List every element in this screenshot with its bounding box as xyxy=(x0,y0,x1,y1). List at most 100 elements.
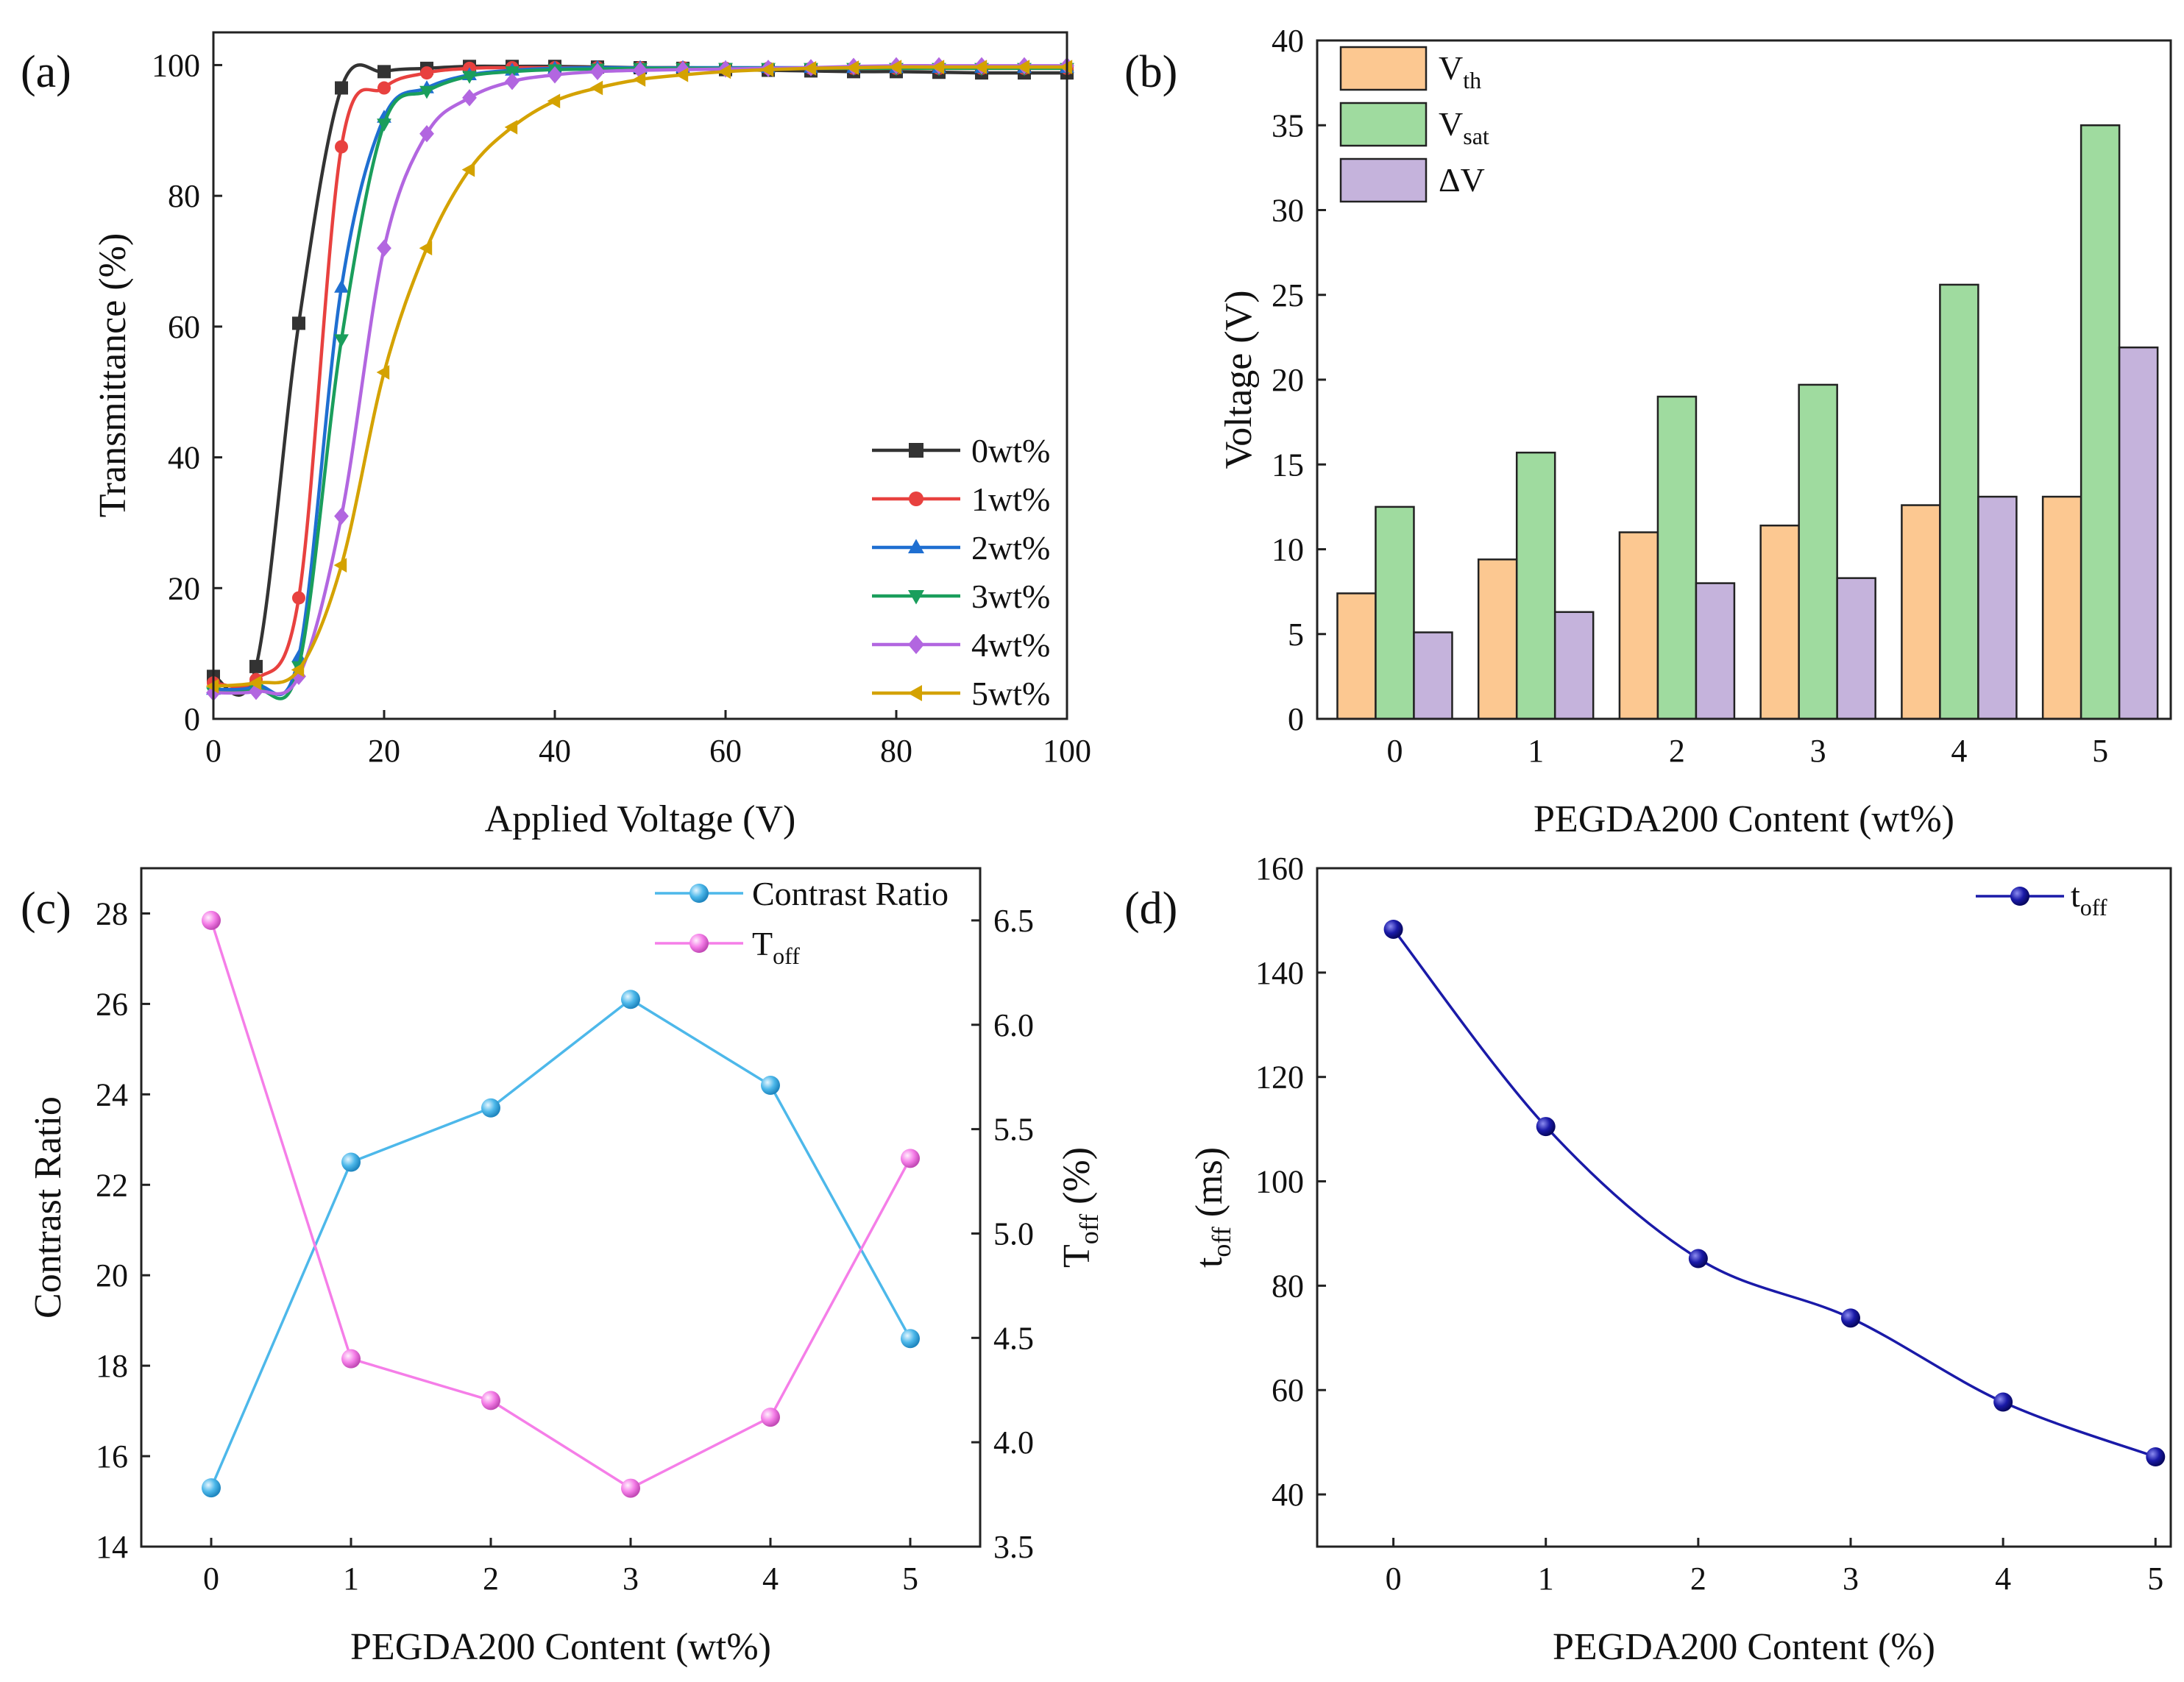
panel-b-bars xyxy=(1336,124,2159,720)
panel-b-ytick-label-2: 10 xyxy=(1272,532,1304,568)
panel-a-line-5 xyxy=(213,65,1067,688)
panel-a-line-1 xyxy=(213,65,1067,689)
panel-a-point-4-3 xyxy=(334,507,349,525)
panel-a-legend-label-3: 3wt% xyxy=(971,578,1050,615)
panel-d-ylabel: toff (ms) xyxy=(1188,1147,1236,1268)
panel-b-bar-1-5 xyxy=(2080,124,2121,720)
panel-b-xtick-label-3: 3 xyxy=(1810,733,1826,769)
panel-b-ytick-label-7: 35 xyxy=(1272,107,1304,143)
panel-a-point-3-7 xyxy=(505,66,520,79)
panel-b-legend-label-2: ΔV xyxy=(1439,161,1485,199)
panel-d-xtick-label-3: 3 xyxy=(1843,1561,1859,1597)
panel-c-point-0-1 xyxy=(341,1152,361,1172)
panel-b-legend-label-1: Vsat xyxy=(1439,105,1489,149)
panel-a-point-0-3 xyxy=(335,81,348,95)
panel-a-point-4-9 xyxy=(590,63,605,81)
panel-d-xtick-label-1: 1 xyxy=(1538,1561,1554,1597)
panel-a-point-1-5 xyxy=(420,66,433,80)
panel-b-xtick-label-1: 1 xyxy=(1528,733,1544,769)
panel-c-xtick-label-2: 2 xyxy=(483,1561,499,1597)
panel-a-point-3-6 xyxy=(462,71,477,84)
panel-a-point-5-10 xyxy=(632,72,646,87)
panel-a-ytick-label-2: 40 xyxy=(168,440,200,476)
panel-d-point-0-4 xyxy=(1993,1392,2013,1412)
panel-b-frame xyxy=(1316,39,2172,720)
panel-a-ytick-label-0: 0 xyxy=(184,701,200,737)
panel-a-point-5-17 xyxy=(931,60,945,74)
panel-b-bar-2-4 xyxy=(1977,495,2018,720)
panel-c-ytick-label-4: 22 xyxy=(96,1167,128,1203)
panel-b-ytick-label-0: 0 xyxy=(1288,701,1304,737)
panel-a-point-0-4 xyxy=(377,65,391,79)
panel-a-legend-marker-2 xyxy=(908,539,924,553)
panel-c-ytick-label-2: 18 xyxy=(96,1348,128,1384)
panel-c-legend-marker-0 xyxy=(689,884,709,903)
panel-c-ylabel: Contrast Ratio xyxy=(27,1096,69,1319)
panel-a-point-5-6 xyxy=(461,162,475,177)
panel-c-line-0 xyxy=(210,998,912,1488)
panel-a-xtick-label-1: 20 xyxy=(368,733,400,769)
panel-c-right-ytick-label-2: 4.5 xyxy=(993,1320,1034,1356)
panel-a-point-5-3 xyxy=(333,558,347,573)
panel-d-ytick-label-2: 80 xyxy=(1272,1268,1304,1304)
panel-d-xtick-label-5: 5 xyxy=(2147,1561,2163,1597)
panel-d-series xyxy=(1383,919,2166,1467)
panel-d-frame xyxy=(1316,867,2172,1548)
panel-d-point-0-2 xyxy=(1688,1249,1708,1268)
panel-c-point-1-4 xyxy=(761,1408,780,1427)
panel-b-xtick-label-5: 5 xyxy=(2092,733,2108,769)
panel-a-line-3 xyxy=(213,66,1067,700)
panel-c-point-0-2 xyxy=(481,1098,500,1118)
panel-d-ytick-label-3: 100 xyxy=(1255,1164,1304,1200)
panel-c-xtick-label-3: 3 xyxy=(623,1561,639,1597)
panel-a-point-3-5 xyxy=(419,85,434,99)
panel-a-point-0-1 xyxy=(249,659,263,673)
panel-b-label: (b) xyxy=(1124,47,1177,97)
panel-d-point-0-3 xyxy=(1841,1308,1860,1328)
panel-a-point-5-20 xyxy=(1059,60,1073,74)
panel-b-ytick-label-4: 20 xyxy=(1272,362,1304,398)
panel-a-xtick-label-3: 60 xyxy=(709,733,742,769)
panel-a-point-1-2 xyxy=(292,591,305,605)
panel-b-bar-2-5 xyxy=(2118,346,2159,720)
panel-a-point-5-13 xyxy=(760,62,774,77)
panel-a-legend-marker-5 xyxy=(907,685,922,701)
panel-a-series xyxy=(205,57,1074,702)
panel-b-bar-0-5 xyxy=(2041,495,2082,720)
panel-b-legend-swatch-1 xyxy=(1339,102,1428,147)
panel-a-point-4-2 xyxy=(291,667,306,685)
panel-c-point-0-3 xyxy=(621,990,640,1009)
panel-a-point-5-16 xyxy=(888,60,902,74)
panel-a-xtick-label-5: 100 xyxy=(1043,733,1091,769)
panel-a-point-4-1 xyxy=(249,682,263,700)
panel-a-legend-marker-0 xyxy=(909,443,923,458)
panel-a-line-0 xyxy=(213,63,1067,697)
panel-a-point-5-5 xyxy=(419,241,433,256)
panel-c-grid-ticks: 0 1 2 3 4 5 14 16 18 20 22 24 26 28 3.5 4.0 4.5 5.0 5.5 6.0… xyxy=(96,895,1034,1597)
panel-d-legend-marker-0 xyxy=(2010,887,2029,906)
panel-a-point-5-14 xyxy=(803,60,817,76)
panel-a-legend-marker-1 xyxy=(909,492,923,506)
panel-c-xtick-label-1: 1 xyxy=(343,1561,359,1597)
panel-a-point-2-2 xyxy=(291,649,306,662)
panel-b-bar-0-1 xyxy=(1477,558,1518,720)
panel-b: (b) 0 5 10 15 20 25 30 35 40 0 1 2 3 4 5 Vth Vsat ΔV PEG… xyxy=(1124,23,2172,840)
panel-b-bar-2-0 xyxy=(1413,631,1453,720)
panel-c-point-1-0 xyxy=(202,910,221,930)
panel-d-legend: toff xyxy=(1976,876,2107,920)
panel-b-bar-2-2 xyxy=(1695,582,1736,720)
panel-a-point-5-15 xyxy=(845,60,859,75)
panel-a-point-5-9 xyxy=(589,80,603,96)
panel-a-point-3-3 xyxy=(334,334,349,347)
panel-a-point-5-8 xyxy=(547,93,561,109)
panel-b-ylabel: Voltage (V) xyxy=(1218,290,1260,469)
panel-b-bar-1-4 xyxy=(1939,283,1979,720)
panel-d-ytick-label-1: 60 xyxy=(1272,1372,1304,1408)
panel-a-legend-label-0: 0wt% xyxy=(971,432,1050,469)
panel-c-point-0-5 xyxy=(901,1329,920,1349)
panel-c-series xyxy=(202,910,920,1498)
panel-a-ytick-label-4: 80 xyxy=(168,178,200,214)
panel-c-xtick-label-0: 0 xyxy=(203,1561,219,1597)
panel-c-ylabel2: Toff (%) xyxy=(1056,1147,1104,1268)
panel-a-point-3-4 xyxy=(377,118,391,132)
